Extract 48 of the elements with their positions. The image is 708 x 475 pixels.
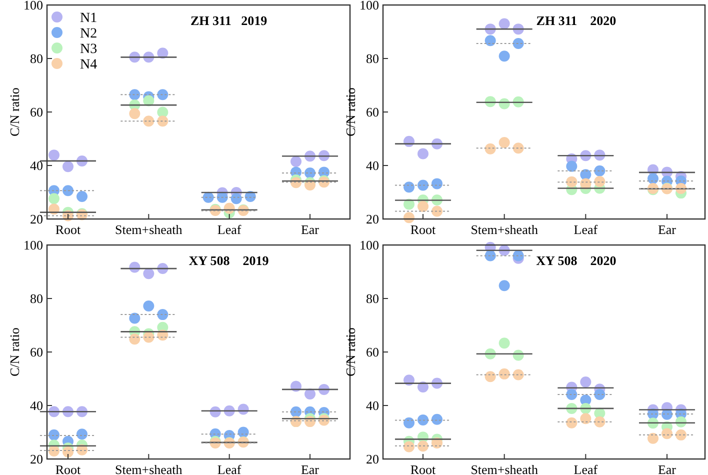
text: XY 508 2019 xyxy=(188,253,270,268)
x-tick-label: Ear xyxy=(658,462,677,475)
y-tick-label: 100 xyxy=(24,238,43,253)
y-tick-label: 40 xyxy=(366,158,379,174)
legend-label: N1 xyxy=(80,10,98,26)
y-tick-label: 20 xyxy=(366,452,379,467)
x-tick-label: Root xyxy=(55,222,82,237)
x-tick-label: Stem+sheath xyxy=(115,462,183,475)
x-tick-label: Root xyxy=(410,462,436,475)
x-tick-label: Leaf xyxy=(574,222,598,237)
y-tick-label: 80 xyxy=(366,51,379,66)
y-axis-title: C/N ratio xyxy=(343,88,358,136)
y-tick-label: 80 xyxy=(30,51,43,66)
y-tick-label: 20 xyxy=(366,212,379,227)
y-axis-title: C/N ratio xyxy=(7,88,22,136)
y-axis-title: C/N ratio xyxy=(343,328,358,376)
x-tick-label: Ear xyxy=(658,222,677,237)
y-tick-label: 60 xyxy=(366,344,379,360)
x-tick-label: Root xyxy=(410,222,436,237)
text: ZH 311 2020 xyxy=(536,13,616,28)
y-tick-label: 40 xyxy=(366,398,379,414)
x-tick-label: Stem+sheath xyxy=(470,222,538,237)
x-tick-label: Stem+sheath xyxy=(115,222,183,237)
y-tick-label: 20 xyxy=(30,212,43,227)
x-tick-label: Ear xyxy=(300,222,320,237)
y-tick-label: 60 xyxy=(30,344,43,360)
legend-label: N4 xyxy=(80,57,98,72)
x-tick-label: Root xyxy=(55,462,82,475)
y-tick-label: 40 xyxy=(30,398,43,414)
x-tick-label: Leaf xyxy=(574,462,598,475)
x-tick-label: Leaf xyxy=(217,222,242,237)
y-tick-label: 60 xyxy=(366,104,379,120)
y-tick-label: 100 xyxy=(360,0,379,13)
y-tick-label: 60 xyxy=(30,104,43,120)
x-tick-label: Leaf xyxy=(217,462,242,475)
text: ZH 311 2019 xyxy=(190,13,268,28)
x-tick-label: Stem+sheath xyxy=(470,462,538,475)
y-tick-label: 100 xyxy=(360,238,379,253)
x-tick-label: Ear xyxy=(300,462,320,475)
y-tick-label: 80 xyxy=(30,291,43,306)
legend-label: N3 xyxy=(80,42,98,57)
legend-label: N2 xyxy=(80,26,98,42)
y-tick-label: 20 xyxy=(30,452,43,467)
y-tick-label: 80 xyxy=(366,291,379,306)
y-axis-title: C/N ratio xyxy=(7,328,22,376)
text: XY 508 2020 xyxy=(536,253,616,268)
y-tick-label: 100 xyxy=(24,0,43,13)
y-tick-label: 40 xyxy=(30,158,43,174)
